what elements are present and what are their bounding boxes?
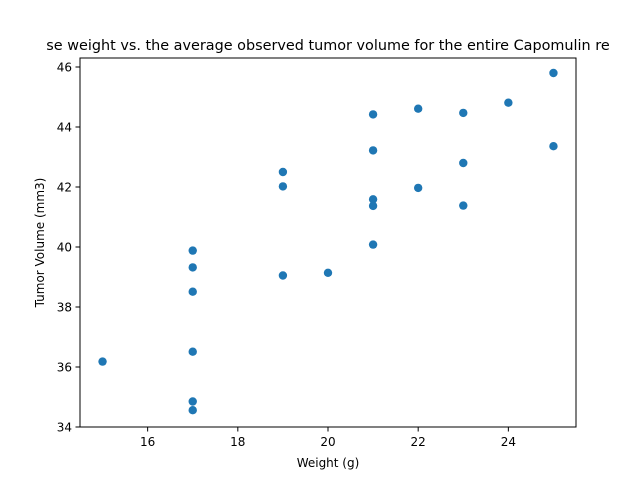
data-point-11 bbox=[368, 110, 378, 119]
x-tick-label: 16 bbox=[140, 435, 155, 449]
data-point-1 bbox=[188, 246, 197, 255]
data-point-20 bbox=[459, 201, 468, 210]
y-axis-label: Tumor Volume (mm3) bbox=[33, 178, 47, 309]
chart-title: se weight vs. the average observed tumor… bbox=[46, 38, 610, 54]
x-tick-label: 22 bbox=[411, 435, 426, 449]
data-point-12 bbox=[368, 146, 378, 155]
y-tick-label: 44 bbox=[57, 121, 72, 135]
data-point-17 bbox=[413, 183, 423, 193]
data-point-15 bbox=[368, 240, 378, 249]
data-point-23 bbox=[549, 142, 558, 151]
data-point-13 bbox=[368, 195, 378, 204]
y-tick-label: 40 bbox=[57, 241, 72, 255]
y-tick-label: 46 bbox=[57, 61, 72, 75]
data-point-6 bbox=[188, 406, 197, 415]
data-point-22 bbox=[549, 68, 558, 78]
data-point-16 bbox=[413, 104, 423, 113]
data-point-7 bbox=[278, 167, 288, 177]
data-point-8 bbox=[278, 182, 288, 191]
x-axis-label: Weight (g) bbox=[297, 456, 360, 470]
data-point-21 bbox=[504, 98, 513, 107]
y-tick-label: 34 bbox=[57, 421, 72, 435]
data-point-9 bbox=[278, 271, 288, 280]
y-tick-label: 36 bbox=[57, 361, 72, 375]
data-point-2 bbox=[188, 263, 197, 272]
x-axis-ticks: 16 18 20 22 24 bbox=[140, 427, 516, 449]
data-point-0 bbox=[98, 357, 107, 366]
data-point-4 bbox=[188, 347, 197, 356]
data-point-19 bbox=[459, 158, 468, 168]
data-point-18 bbox=[459, 108, 468, 118]
data-point-5 bbox=[188, 397, 197, 406]
data-point-10 bbox=[323, 268, 333, 277]
plot-area-frame bbox=[79, 57, 577, 428]
x-tick-label: 24 bbox=[501, 435, 516, 449]
x-tick-label: 18 bbox=[230, 435, 245, 449]
y-axis-ticks: 34 36 38 40 42 44 46 bbox=[57, 61, 80, 435]
x-tick-label: 20 bbox=[320, 435, 335, 449]
data-point-3 bbox=[188, 287, 197, 296]
y-tick-label: 42 bbox=[57, 181, 72, 195]
data-point-14 bbox=[368, 201, 378, 211]
y-tick-label: 38 bbox=[57, 301, 72, 315]
points-layer bbox=[98, 68, 558, 415]
